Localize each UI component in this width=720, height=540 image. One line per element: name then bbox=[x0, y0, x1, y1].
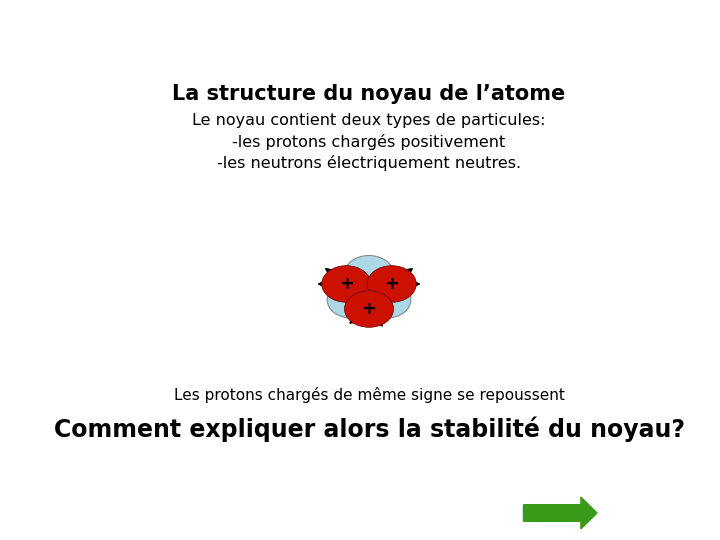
Circle shape bbox=[361, 281, 411, 318]
Text: -les protons chargés positivement: -les protons chargés positivement bbox=[233, 134, 505, 150]
Circle shape bbox=[344, 255, 394, 292]
Text: Le noyau contient deux types de particules:: Le noyau contient deux types de particul… bbox=[192, 113, 546, 127]
Text: La structure du noyau de l’atome: La structure du noyau de l’atome bbox=[172, 84, 566, 104]
Circle shape bbox=[327, 281, 377, 318]
Text: -les neutrons électriquement neutres.: -les neutrons électriquement neutres. bbox=[217, 155, 521, 171]
Circle shape bbox=[344, 291, 394, 327]
Text: Comment expliquer alors la stabilité du noyau?: Comment expliquer alors la stabilité du … bbox=[53, 416, 685, 442]
Text: +: + bbox=[384, 275, 399, 293]
Circle shape bbox=[322, 266, 371, 302]
Text: +: + bbox=[361, 300, 377, 318]
Polygon shape bbox=[523, 497, 597, 529]
Text: Les protons chargés de même signe se repoussent: Les protons chargés de même signe se rep… bbox=[174, 387, 564, 403]
Circle shape bbox=[367, 266, 416, 302]
Text: +: + bbox=[339, 275, 354, 293]
